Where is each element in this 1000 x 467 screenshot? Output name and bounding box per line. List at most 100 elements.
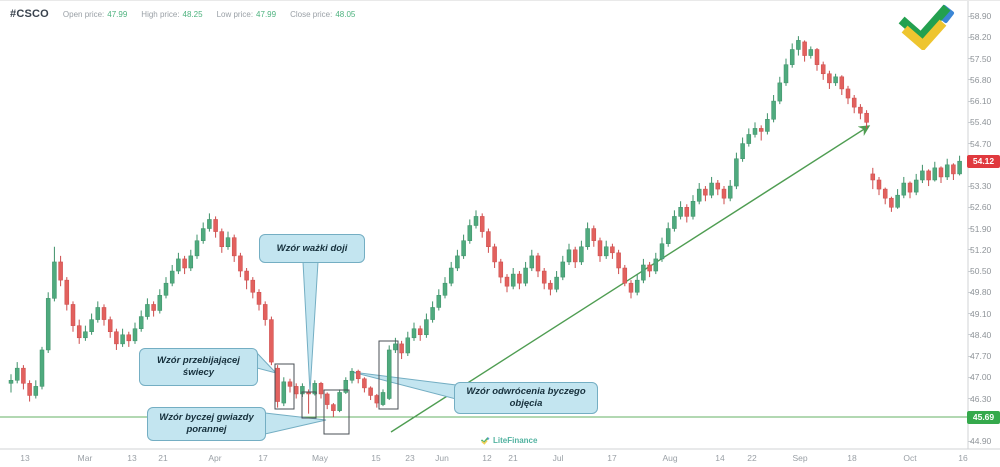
candle-body xyxy=(380,392,386,405)
candle-body xyxy=(647,264,652,272)
candle-body xyxy=(39,349,45,387)
candle-body xyxy=(45,298,51,351)
candle-body xyxy=(349,370,355,381)
x-tick-label: 14 xyxy=(715,453,725,463)
pattern-box-bullish-morning-star xyxy=(323,389,350,435)
candle-body xyxy=(275,367,280,402)
candle-body xyxy=(882,188,888,199)
y-tick-label: 53.30 xyxy=(970,181,992,192)
candle-body xyxy=(690,200,696,217)
candle-body xyxy=(603,246,609,257)
candle-body xyxy=(839,76,845,90)
candle-body xyxy=(913,179,919,193)
candle-body xyxy=(114,331,119,345)
candle-body xyxy=(126,334,132,342)
pattern-box-bullish-engulfing-reversal xyxy=(378,340,399,410)
candle-body xyxy=(777,82,783,102)
callout-tail-bullish-morning-star xyxy=(264,412,327,435)
candle-body xyxy=(746,134,752,144)
candle-body xyxy=(740,143,745,159)
y-tick-mark xyxy=(968,206,972,208)
y-tick-mark xyxy=(968,185,972,187)
candle-body xyxy=(120,334,125,345)
high-price-field: High price: 48.25 xyxy=(141,9,203,19)
candle-body xyxy=(33,386,39,396)
litefinance-logo-icon xyxy=(898,4,955,50)
candle-body xyxy=(256,292,262,305)
candle-body xyxy=(324,393,330,405)
candle-body xyxy=(944,164,950,178)
candle-body xyxy=(814,49,820,65)
candle-body xyxy=(504,276,510,287)
candle-body xyxy=(889,197,894,208)
pattern-box-dragonfly-doji xyxy=(301,391,317,419)
x-tick-label: May xyxy=(311,453,329,463)
candle-body xyxy=(641,264,646,281)
candle-body xyxy=(932,167,938,181)
candle-body xyxy=(163,282,169,296)
candle-body xyxy=(176,258,181,272)
y-tick-mark xyxy=(968,398,972,399)
candle-body xyxy=(213,219,218,232)
callout-tail-bullish-engulfing-reversal xyxy=(351,371,457,400)
candle-body xyxy=(306,392,311,395)
callout-dragonfly-doji: Wzór ważki doji xyxy=(259,234,365,263)
x-tick-label: 16 xyxy=(958,453,968,463)
pattern-box-piercing-candle xyxy=(274,363,295,410)
candle-body xyxy=(727,185,733,199)
candle-body xyxy=(473,216,479,226)
y-tick-mark xyxy=(968,249,972,251)
candle-body xyxy=(597,240,603,257)
y-tick-label: 58.90 xyxy=(970,11,992,22)
candle-body xyxy=(442,282,448,296)
candle-body xyxy=(715,182,721,190)
candle-body xyxy=(926,170,931,181)
candle-body xyxy=(864,112,869,123)
candle-body xyxy=(107,319,113,332)
candle-body xyxy=(678,207,683,217)
y-tick-label: 57.50 xyxy=(970,53,992,64)
candle-body xyxy=(225,237,231,248)
y-tick-mark xyxy=(968,100,972,102)
candle-body xyxy=(238,255,243,272)
candle-body xyxy=(858,106,863,114)
candle-body xyxy=(672,216,677,229)
y-tick-mark xyxy=(968,313,972,315)
candle-body xyxy=(579,246,584,263)
candle-body xyxy=(368,387,373,396)
candle-body xyxy=(802,41,807,56)
candle-body xyxy=(467,225,473,241)
candle-body xyxy=(76,325,82,339)
x-tick-label: Apr xyxy=(208,453,222,463)
candle-body xyxy=(27,383,32,396)
close-price-value: 48.05 xyxy=(335,9,356,19)
candle-body xyxy=(244,270,249,281)
candle-body xyxy=(771,100,776,120)
candle-body xyxy=(548,282,553,290)
candle-body xyxy=(145,304,150,317)
candle-body xyxy=(622,267,628,284)
y-tick-mark xyxy=(968,121,972,123)
low-price-value: 47.99 xyxy=(256,9,277,19)
candle-body xyxy=(851,97,857,108)
y-tick-mark xyxy=(968,440,972,442)
x-tick-label: 22 xyxy=(747,453,757,463)
y-tick-label: 49.10 xyxy=(970,308,992,319)
y-tick-label: 51.90 xyxy=(970,223,992,234)
candle-body xyxy=(957,160,962,175)
symbol-label: #CSCO xyxy=(10,8,49,20)
candle-body xyxy=(448,267,454,284)
candle-body xyxy=(498,261,504,278)
close-price-field: Close price: 48.05 xyxy=(290,9,356,19)
candle-body xyxy=(510,273,516,287)
chart-header: #CSCO Open price: 47.99 High price: 48.25 … xyxy=(10,7,355,21)
x-tick-label: 18 xyxy=(847,453,857,463)
candle-body xyxy=(343,380,349,393)
x-tick-label: Jun xyxy=(435,453,449,463)
candle-body xyxy=(610,246,615,254)
y-tick-label: 46.30 xyxy=(970,393,992,404)
x-tick-label: Oct xyxy=(903,453,917,463)
candle-body xyxy=(405,337,411,354)
candle-body xyxy=(665,228,671,244)
watermark-logo-icon xyxy=(480,436,490,445)
